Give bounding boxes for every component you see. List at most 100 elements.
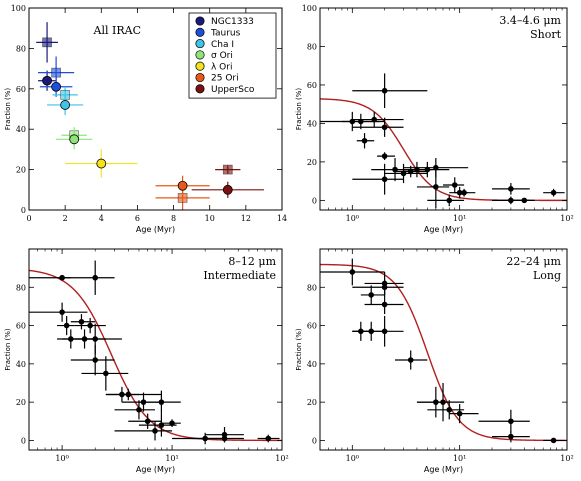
data-marker [265, 435, 272, 442]
data-point [395, 350, 428, 370]
data-point [384, 163, 428, 184]
data-point [62, 260, 115, 295]
x-tick-label: 14 [277, 214, 287, 223]
series-4 [65, 149, 138, 178]
series-5 [155, 175, 210, 210]
data-marker [550, 437, 557, 444]
legend-entry: 25 Ori [195, 72, 239, 84]
data-point [56, 129, 93, 150]
data-point [257, 434, 280, 443]
data-point [356, 133, 375, 149]
fit-curve [28, 269, 283, 442]
data-point [543, 437, 565, 444]
data-point [191, 181, 264, 198]
data-point [47, 94, 84, 116]
y-axis-label: Fraction (%) [295, 88, 303, 131]
panel-title: 8–12 μm [228, 255, 276, 268]
data-marker-circle [222, 184, 233, 195]
data-marker [381, 301, 388, 308]
y-axis-label: Fraction (%) [295, 328, 303, 371]
legend-entry: Cha I [195, 39, 234, 50]
panel-title: Long [533, 269, 561, 282]
plot-frame [28, 248, 283, 451]
data-marker [451, 182, 458, 188]
data-point [352, 117, 404, 137]
data-marker [446, 197, 453, 204]
data-marker [152, 428, 158, 434]
data-marker [381, 284, 388, 291]
y-tick-label: 80 [16, 44, 26, 53]
data-marker [59, 309, 65, 315]
data-point [81, 356, 129, 391]
data-point [352, 316, 404, 347]
x-axis-label: Age (Myr) [136, 465, 175, 474]
data-marker [461, 189, 467, 196]
legend-entry: Taurus [195, 27, 241, 39]
data-marker-circle [51, 81, 62, 92]
data-marker [371, 116, 378, 123]
data-marker [361, 137, 368, 144]
data-point [205, 427, 244, 443]
legend-marker [195, 61, 205, 71]
y-tick-label: 60 [16, 322, 26, 331]
data-marker [508, 418, 514, 425]
panel-bottom-right: 10⁰ 10¹ 10² 0 20 40 60 80 Age (Myr) Fraction (%) 2… [295, 248, 574, 474]
y-tick-label: 100 [302, 4, 317, 13]
data-point [510, 197, 535, 204]
data-point [491, 183, 530, 195]
series-0 [36, 22, 58, 91]
panel-bottom-left: 10⁰ 10¹ 10² 0 20 40 60 80 Age (Myr) Fraction (%) 8… [4, 248, 289, 474]
panel-title: All IRAC [93, 24, 141, 37]
y-tick-label: 0 [312, 196, 317, 205]
x-tick-label: 10⁰ [346, 454, 359, 463]
data-marker [508, 186, 514, 192]
data-point [191, 434, 244, 443]
x-tick-label: 10² [560, 454, 573, 463]
plot-frame [319, 7, 568, 211]
data-marker [456, 410, 463, 417]
data-point [29, 302, 88, 322]
x-tick-label: 10² [275, 454, 288, 463]
data-point [74, 317, 106, 334]
data-point [215, 164, 241, 175]
data-marker [158, 399, 165, 405]
data-marker [407, 357, 414, 363]
legend-label: UpperSco [211, 85, 255, 95]
panel-top-left: 0 2 4 6 8 10 12 14 0 20 40 60 80 100 Age (Myr) Fraction… [4, 4, 287, 234]
legend-entry: λ Ori [195, 61, 232, 72]
legend-entry: NGC1333 [195, 16, 254, 27]
series-1 [38, 56, 75, 97]
y-tick-label: 100 [11, 4, 26, 13]
data-marker [433, 184, 439, 190]
data-point [70, 314, 96, 330]
x-axis-label: Age (Myr) [424, 465, 463, 474]
data-marker-circle [60, 100, 71, 110]
data-point [416, 165, 450, 209]
y-tick-label: 40 [307, 360, 317, 369]
data-point [443, 177, 465, 193]
plot-frame [28, 7, 283, 211]
x-tick-label: 4 [99, 214, 104, 223]
data-point [128, 413, 162, 429]
data-marker [136, 407, 142, 413]
y-tick-label: 40 [16, 360, 26, 369]
x-tick-label: 6 [135, 214, 140, 223]
data-marker [92, 336, 98, 342]
data-marker [63, 322, 70, 329]
legend-marker [195, 27, 205, 37]
y-tick-label: 0 [312, 436, 317, 445]
y-tick-label: 20 [16, 398, 26, 407]
x-tick-label: 10⁰ [346, 214, 359, 223]
y-tick-label: 20 [16, 166, 26, 175]
data-point [155, 175, 210, 196]
x-tick-label: 10¹ [453, 214, 466, 223]
data-marker-square [222, 164, 233, 175]
data-point [491, 430, 530, 443]
data-marker-square [42, 37, 52, 48]
x-axis-label: Age (Myr) [424, 225, 463, 234]
data-point [427, 194, 465, 207]
legend-label: NGC1333 [211, 17, 254, 27]
legend-entry: UpperSco [195, 84, 255, 95]
